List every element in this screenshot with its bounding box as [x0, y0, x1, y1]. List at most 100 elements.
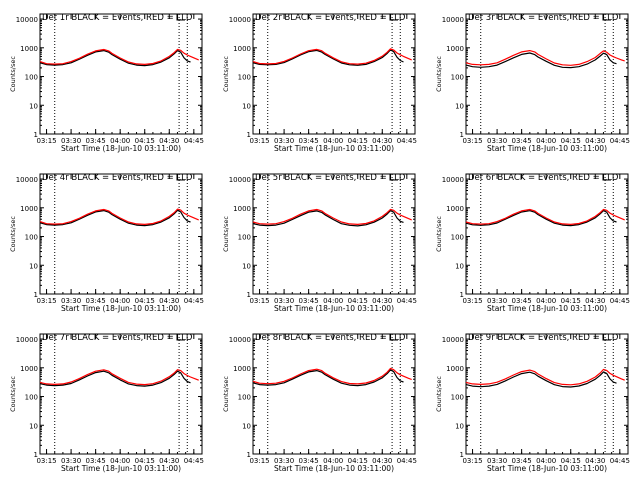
x-tick-label: 03:15: [249, 297, 269, 305]
detector-panel: Det 2r BLACK = Events, RED = LLD 1 10 100 10…: [222, 13, 417, 153]
y-tick-label: 10000: [16, 16, 38, 24]
y-axis-label: Counts/sec: [9, 376, 17, 412]
events-series-line: [465, 210, 617, 227]
x-tick-label: 04:30: [585, 137, 605, 145]
y-tick-label: 1000: [446, 45, 464, 53]
y-tick-label: 10000: [442, 16, 464, 24]
x-tick-label: 03:30: [487, 297, 507, 305]
lld-series-line: [252, 367, 412, 385]
lld-series-line: [465, 368, 625, 386]
y-tick-label: 100: [451, 74, 464, 82]
y-tick-label: 100: [451, 234, 464, 242]
y-tick-label: 10000: [229, 336, 251, 344]
panel-title: Det 6r BLACK = Events, RED = LLD: [468, 173, 619, 183]
x-tick-label: 04:45: [184, 457, 204, 465]
panel-title: Det 9r BLACK = Events, RED = LLD: [468, 333, 619, 343]
events-series-line: [252, 210, 404, 227]
y-tick-label: 100: [238, 394, 251, 402]
x-tick-label: 04:45: [610, 457, 630, 465]
plot-frame: [465, 173, 629, 295]
y-tick-label: 1: [34, 131, 38, 139]
y-tick-label: 100: [238, 74, 251, 82]
y-tick-label: 1000: [233, 45, 251, 53]
y-tick-label: 100: [451, 394, 464, 402]
x-axis-label: Start Time (18-Jun-10 03:11:00): [274, 144, 394, 153]
x-tick-label: 04:15: [561, 137, 581, 145]
lld-series-line: [252, 48, 412, 65]
y-tick-label: 10000: [16, 176, 38, 184]
x-axis-label: Start Time (18-Jun-10 03:11:00): [61, 464, 181, 473]
x-tick-label: 04:45: [397, 457, 417, 465]
x-tick-label: 04:30: [372, 297, 392, 305]
x-tick-label: 04:45: [397, 297, 417, 305]
x-tick-label: 04:30: [159, 297, 179, 305]
detector-panel: Det 5r BLACK = Events, RED = LLD 1 10 100 10…: [222, 173, 417, 313]
lld-series-line: [465, 208, 625, 225]
x-tick-label: 03:45: [512, 297, 532, 305]
x-tick-label: 04:45: [610, 137, 630, 145]
x-tick-label: 04:30: [372, 457, 392, 465]
y-axis-label: Counts/sec: [9, 56, 17, 92]
x-tick-label: 04:30: [159, 137, 179, 145]
y-tick-label: 10: [242, 102, 251, 110]
x-tick-label: 03:45: [512, 457, 532, 465]
x-axis-label: Start Time (18-Jun-10 03:11:00): [61, 304, 181, 313]
y-axis-label: Counts/sec: [435, 376, 443, 412]
x-tick-label: 04:15: [135, 137, 155, 145]
y-tick-label: 10: [29, 262, 38, 270]
x-tick-label: 04:00: [323, 457, 343, 465]
x-tick-label: 03:30: [487, 137, 507, 145]
plot-frame: [39, 13, 203, 135]
events-series-line: [465, 371, 617, 388]
x-tick-label: 03:30: [274, 457, 294, 465]
x-tick-label: 04:30: [372, 137, 392, 145]
x-tick-label: 04:15: [135, 457, 155, 465]
x-tick-label: 04:00: [323, 137, 343, 145]
lld-series-line: [465, 49, 625, 66]
x-tick-label: 03:45: [86, 457, 106, 465]
inset-marker: [176, 14, 185, 21]
inset-marker: [389, 174, 398, 181]
y-tick-label: 1: [34, 291, 38, 299]
y-tick-label: 1000: [446, 205, 464, 213]
plot-frame: [465, 13, 629, 135]
y-tick-label: 10000: [442, 176, 464, 184]
x-tick-label: 04:45: [610, 297, 630, 305]
x-tick-label: 03:15: [462, 457, 482, 465]
lld-series-line: [39, 208, 199, 225]
y-axis-label: Counts/sec: [9, 216, 17, 252]
x-tick-label: 03:15: [249, 137, 269, 145]
x-tick-label: 04:00: [110, 137, 130, 145]
y-tick-label: 1: [34, 451, 38, 459]
x-tick-label: 04:15: [561, 457, 581, 465]
y-tick-label: 10000: [442, 336, 464, 344]
inset-marker: [176, 334, 185, 341]
detector-panel: Det 6r BLACK = Events, RED = LLD 1 10 100 10…: [435, 173, 630, 313]
x-tick-label: 03:30: [61, 137, 81, 145]
x-tick-label: 03:45: [299, 457, 319, 465]
x-tick-label: 04:15: [348, 297, 368, 305]
x-tick-label: 04:00: [110, 297, 130, 305]
x-tick-label: 03:15: [36, 297, 56, 305]
y-tick-label: 10: [242, 262, 251, 270]
y-tick-label: 1: [460, 291, 464, 299]
y-tick-label: 1000: [233, 205, 251, 213]
x-tick-label: 03:45: [299, 137, 319, 145]
y-tick-label: 1: [460, 451, 464, 459]
panel-title: Det 1r BLACK = Events, RED = LLD: [42, 13, 193, 23]
plot-frame: [252, 173, 416, 295]
x-tick-label: 03:15: [462, 137, 482, 145]
y-tick-label: 10: [455, 102, 464, 110]
y-tick-label: 1000: [20, 365, 38, 373]
x-tick-label: 03:30: [274, 137, 294, 145]
x-tick-label: 03:45: [512, 137, 532, 145]
y-tick-label: 1000: [446, 365, 464, 373]
x-tick-label: 04:15: [348, 457, 368, 465]
plot-frame: [252, 13, 416, 135]
x-tick-label: 04:15: [561, 297, 581, 305]
y-tick-label: 10000: [229, 176, 251, 184]
detector-panel: Det 3r BLACK = Events, RED = LLD 1 10 100 10…: [435, 13, 630, 153]
x-tick-label: 03:45: [86, 297, 106, 305]
lld-series-line: [39, 48, 199, 66]
y-tick-label: 1000: [20, 205, 38, 213]
